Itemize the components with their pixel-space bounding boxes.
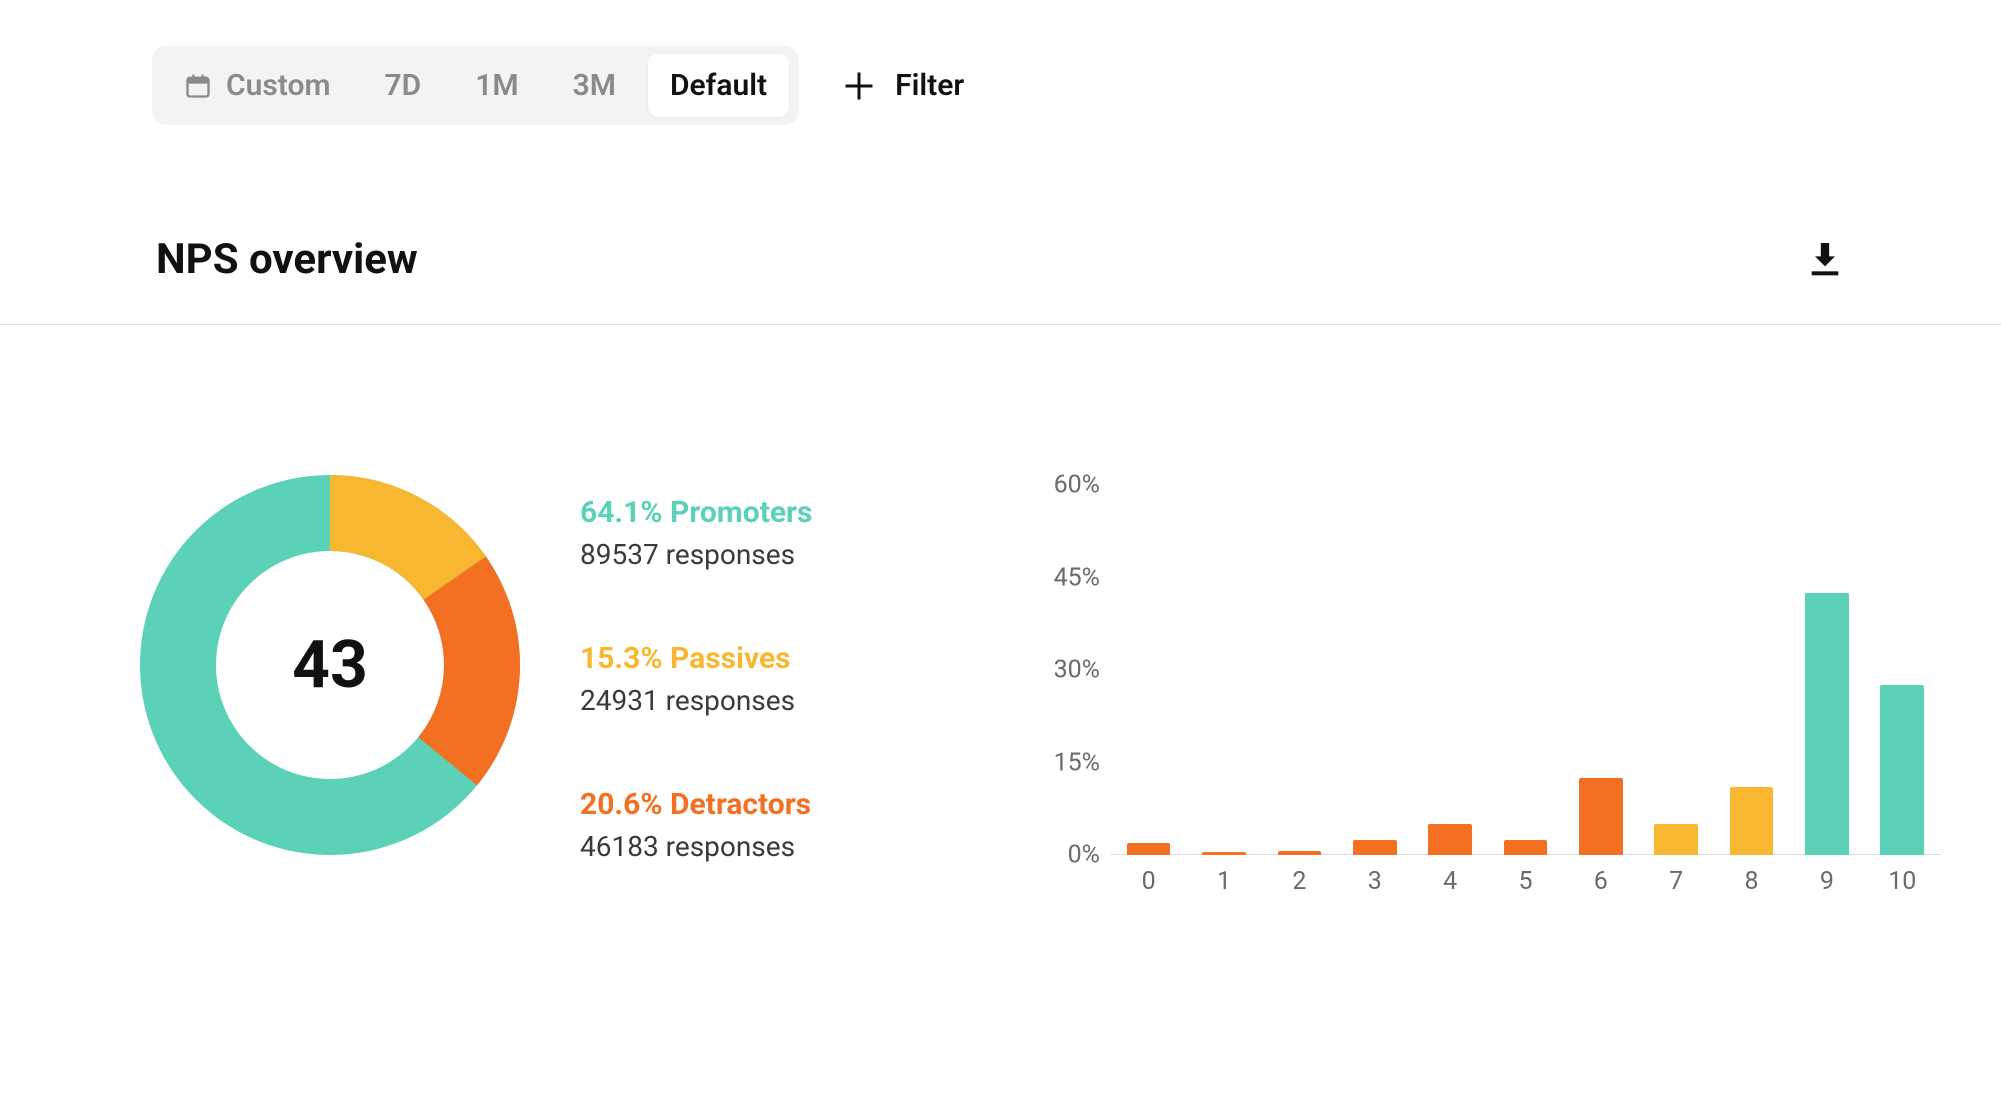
nps-score-value: 43 xyxy=(140,475,520,855)
legend-sub: 89537 responses xyxy=(580,538,940,571)
bar[interactable] xyxy=(1654,824,1698,855)
bar-cell xyxy=(1723,485,1780,855)
x-tick-label: 4 xyxy=(1421,867,1478,896)
bar-cell xyxy=(1497,485,1554,855)
content-area: 43 64.1% Promoters 89537 responses 15.3% P… xyxy=(0,325,2001,915)
segment-custom[interactable]: Custom xyxy=(162,54,353,117)
bar-cell xyxy=(1271,485,1328,855)
bar[interactable] xyxy=(1428,824,1472,855)
download-icon xyxy=(1805,238,1845,278)
bar[interactable] xyxy=(1127,843,1171,855)
bar[interactable] xyxy=(1202,852,1246,855)
bar-cell xyxy=(1798,485,1855,855)
filter-label: Filter xyxy=(895,68,964,103)
x-tick-label: 8 xyxy=(1723,867,1780,896)
page-root: Custom7D1M3MDefault Filter NPS overview … xyxy=(0,0,2001,1094)
bar-cell xyxy=(1648,485,1705,855)
x-tick-label: 5 xyxy=(1497,867,1554,896)
segment-label: Custom xyxy=(226,68,331,103)
legend-title: 20.6% Detractors xyxy=(580,787,940,822)
y-tick-label: 15% xyxy=(1014,748,1100,777)
legend-sub: 46183 responses xyxy=(580,830,940,863)
x-tick-label: 1 xyxy=(1195,867,1252,896)
score-distribution-bar-chart: 0%15%30%45%60% 0123456789 10 xyxy=(1000,475,1941,915)
header-row: NPS overview xyxy=(0,125,2001,324)
x-tick-label: 0 xyxy=(1120,867,1177,896)
bar[interactable] xyxy=(1353,840,1397,855)
nps-legend: 64.1% Promoters 89537 responses 15.3% Pass… xyxy=(580,475,940,863)
segment-1m[interactable]: 1M xyxy=(453,54,540,117)
download-button[interactable] xyxy=(1805,238,1845,282)
legend-item: 20.6% Detractors 46183 responses xyxy=(580,787,940,863)
bar-cell xyxy=(1195,485,1252,855)
toolbar: Custom 7D 1M 3M Default Filter xyxy=(0,0,2001,125)
date-range-segmented-control: Custom 7D 1M 3M Default xyxy=(152,46,799,125)
segment-label: Default xyxy=(670,68,767,103)
x-tick-label: 2 xyxy=(1271,867,1328,896)
legend-title: 15.3% Passives xyxy=(580,641,940,676)
bar-plot-area: 0%15%30%45%60% xyxy=(1110,485,1941,855)
bar[interactable] xyxy=(1579,778,1623,855)
segment-default[interactable]: Default xyxy=(648,54,789,117)
calendar-icon xyxy=(184,72,212,100)
segment-3m[interactable]: 3M xyxy=(551,54,638,117)
x-axis: 0123456789 10 xyxy=(1110,855,1941,896)
bar[interactable] xyxy=(1730,787,1774,855)
legend-item: 64.1% Promoters 89537 responses xyxy=(580,495,940,571)
page-title: NPS overview xyxy=(156,235,418,284)
segment-label: 1M xyxy=(475,68,518,103)
bar[interactable] xyxy=(1504,840,1548,855)
bar[interactable] xyxy=(1805,593,1849,855)
add-filter-button[interactable]: Filter xyxy=(835,58,970,114)
segment-7d[interactable]: 7D xyxy=(363,54,444,117)
legend-title: 64.1% Promoters xyxy=(580,495,940,530)
y-tick-label: 60% xyxy=(1014,471,1100,500)
segment-label: 7D xyxy=(385,68,422,103)
x-tick-label: 10 xyxy=(1874,867,1931,896)
y-tick-label: 0% xyxy=(1014,841,1100,870)
bars-row xyxy=(1110,485,1941,855)
legend-item: 15.3% Passives 24931 responses xyxy=(580,641,940,717)
bar[interactable] xyxy=(1880,685,1924,855)
x-tick-label: 9 xyxy=(1798,867,1855,896)
bar[interactable] xyxy=(1278,851,1322,855)
x-tick-label: 6 xyxy=(1572,867,1629,896)
x-tick-label: 7 xyxy=(1648,867,1705,896)
plus-icon xyxy=(841,68,877,104)
legend-sub: 24931 responses xyxy=(580,684,940,717)
x-tick-label: 3 xyxy=(1346,867,1403,896)
nps-donut-chart: 43 xyxy=(140,475,520,855)
bar-cell xyxy=(1421,485,1478,855)
bar-cell xyxy=(1120,485,1177,855)
segment-label: 3M xyxy=(573,68,616,103)
bar-cell xyxy=(1572,485,1629,855)
bar-cell xyxy=(1346,485,1403,855)
y-tick-label: 45% xyxy=(1014,563,1100,592)
y-tick-label: 30% xyxy=(1014,656,1100,685)
bar-cell xyxy=(1874,485,1931,855)
